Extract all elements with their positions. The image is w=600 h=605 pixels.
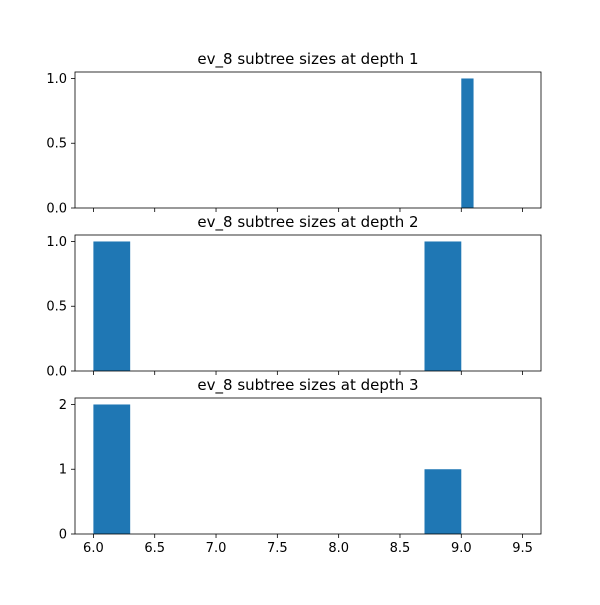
- y-tick-label-2-3: 1.0: [46, 235, 67, 250]
- y-tick-label-2-1: 0.0: [46, 365, 67, 380]
- x-tick-label-3-3: 7.0: [206, 541, 227, 556]
- x-tick-label-3-6: 8.5: [390, 541, 411, 556]
- y-tick-label-3-1: 0: [59, 528, 67, 543]
- axes-frame-1: [74, 71, 542, 209]
- y-tick-label-1-1: 0.0: [46, 202, 67, 217]
- bar-3-2: [424, 469, 462, 534]
- bar-2-2: [424, 241, 462, 371]
- axes-frame-2: [74, 234, 542, 372]
- x-tick-label-3-4: 7.5: [267, 541, 288, 556]
- subplot-2: 0.0 0.5 1.0 ev_8 subtree sizes at depth 2: [46, 213, 542, 380]
- bar-1-1: [461, 78, 474, 208]
- subplot-title-2: ev_8 subtree sizes at depth 2: [197, 213, 418, 232]
- subplot-title-1: ev_8 subtree sizes at depth 1: [197, 50, 418, 69]
- y-tick-label-1-3: 1.0: [46, 72, 67, 87]
- y-tick-label-3-2: 1: [59, 463, 67, 478]
- y-tick-label-2-2: 0.5: [46, 300, 67, 315]
- subplot-1: 0.0 0.5 1.0 ev_8 subtree sizes at depth 1: [46, 50, 542, 217]
- x-tick-label-3-5: 8.0: [328, 541, 349, 556]
- subplot-3: 6.0 6.5 7.0 7.5 8.0 8.5 9.0 9.5 0 1 2 ev_8 subtree …: [59, 376, 542, 556]
- x-tick-label-3-2: 6.5: [144, 541, 165, 556]
- bar-3-1: [93, 404, 131, 534]
- subplot-title-3: ev_8 subtree sizes at depth 3: [197, 376, 418, 395]
- x-tick-label-3-1: 6.0: [83, 541, 104, 556]
- x-tick-label-3-8: 9.5: [512, 541, 533, 556]
- x-tick-label-3-7: 9.0: [451, 541, 472, 556]
- y-tick-label-3-3: 2: [59, 398, 67, 413]
- axes-frame-3: [74, 397, 542, 535]
- y-tick-label-1-2: 0.5: [46, 137, 67, 152]
- bar-2-1: [93, 241, 131, 371]
